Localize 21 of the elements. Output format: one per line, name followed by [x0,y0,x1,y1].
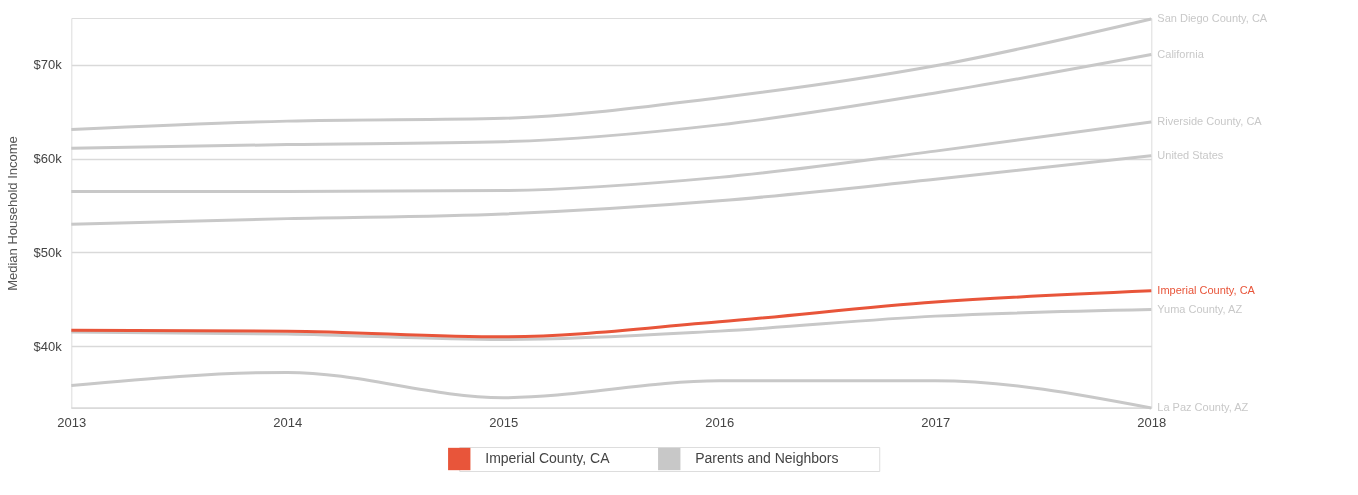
text: Parents and Neighbors [695,450,839,466]
legend-label: Imperial County, CA [485,450,611,466]
y-axis-title: Median Household Income [4,136,20,291]
y-tick-label: $60k [33,151,63,167]
y-tick-label: $40k [33,338,63,354]
x-tick-label: 2014 [273,414,303,430]
x-tick-label: 2013 [57,414,87,430]
line-series [69,289,1153,339]
line-series [69,370,1153,410]
line-series [69,308,1153,342]
x-tick-label: 2017 [921,414,951,430]
line-series [69,53,1153,150]
line-series [69,154,1153,226]
line-series [69,17,1153,132]
x-tick-label: 2015 [489,414,519,430]
line-series [69,120,1153,193]
text: Imperial County, CA [1157,283,1255,296]
y-tick-label: $70k [33,57,63,73]
x-tick-label: 2018 [1137,414,1167,430]
x-tick-label: 2016 [705,414,735,430]
y-tick-label: $50k [33,244,63,260]
